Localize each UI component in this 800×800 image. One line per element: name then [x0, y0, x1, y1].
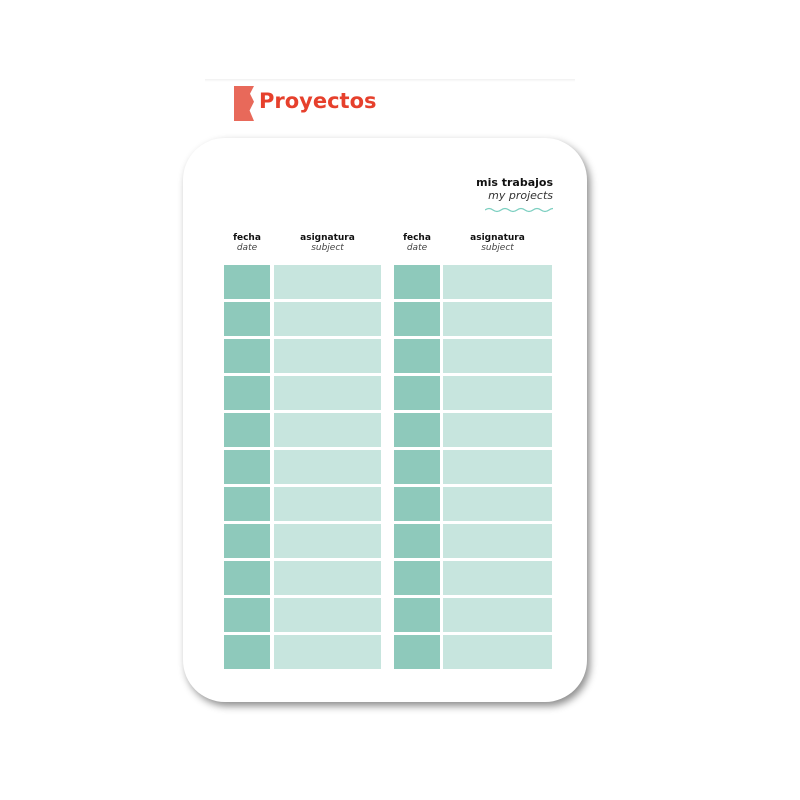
wave-decoration-icon	[485, 207, 553, 213]
date-cell[interactable]	[394, 265, 440, 299]
date-cell[interactable]	[394, 598, 440, 632]
subject-cell[interactable]	[274, 635, 381, 669]
header-label: asignatura	[300, 233, 355, 243]
subject-cell[interactable]	[443, 339, 552, 373]
subject-cell[interactable]	[274, 413, 381, 447]
date-cell[interactable]	[394, 635, 440, 669]
date-cell[interactable]	[224, 487, 270, 521]
subject-cell[interactable]	[274, 598, 381, 632]
subheading-text: my projects	[488, 189, 553, 202]
subject-cell[interactable]	[443, 598, 552, 632]
header-label: asignatura	[470, 233, 525, 243]
date-cell[interactable]	[224, 339, 270, 373]
subject-cell[interactable]	[443, 265, 552, 299]
header-sublabel: subject	[311, 243, 344, 253]
subject-cell[interactable]	[443, 487, 552, 521]
date-cell[interactable]	[224, 450, 270, 484]
subject-cell[interactable]	[274, 487, 381, 521]
header-sublabel: subject	[481, 243, 514, 253]
projects-card: mis trabajos my projects fecha date asign…	[183, 138, 587, 702]
date-cell[interactable]	[224, 376, 270, 410]
date-cell[interactable]	[394, 413, 440, 447]
header-label: fecha	[233, 233, 261, 243]
page-title: Proyectos	[259, 89, 377, 113]
header-date-left: fecha date	[224, 233, 270, 253]
date-cell[interactable]	[224, 524, 270, 558]
date-cell[interactable]	[394, 339, 440, 373]
date-cell[interactable]	[394, 302, 440, 336]
subject-cell[interactable]	[443, 413, 552, 447]
header-sublabel: date	[406, 243, 428, 253]
subject-cell[interactable]	[443, 450, 552, 484]
date-cell[interactable]	[394, 487, 440, 521]
date-cell[interactable]	[224, 265, 270, 299]
date-cell[interactable]	[224, 561, 270, 595]
subject-cell[interactable]	[274, 339, 381, 373]
date-cell[interactable]	[224, 302, 270, 336]
date-cell[interactable]	[394, 524, 440, 558]
subject-cell[interactable]	[443, 524, 552, 558]
date-cell[interactable]	[224, 598, 270, 632]
subject-cell[interactable]	[443, 302, 552, 336]
date-cell[interactable]	[394, 561, 440, 595]
header-subject-right: asignatura subject	[443, 233, 552, 253]
date-cell[interactable]	[394, 450, 440, 484]
card-heading: mis trabajos my projects	[476, 176, 553, 202]
subject-cell[interactable]	[443, 635, 552, 669]
date-cell[interactable]	[224, 413, 270, 447]
subject-cell[interactable]	[443, 376, 552, 410]
header-date-right: fecha date	[394, 233, 440, 253]
header-subject-left: asignatura subject	[274, 233, 381, 253]
date-cell[interactable]	[224, 635, 270, 669]
header-sublabel: date	[236, 243, 258, 253]
date-cell[interactable]	[394, 376, 440, 410]
header-label: fecha	[403, 233, 431, 243]
subject-cell[interactable]	[274, 450, 381, 484]
subject-cell[interactable]	[274, 561, 381, 595]
divider	[205, 79, 575, 82]
subject-cell[interactable]	[274, 302, 381, 336]
subject-cell[interactable]	[274, 265, 381, 299]
subject-cell[interactable]	[274, 376, 381, 410]
subject-cell[interactable]	[443, 561, 552, 595]
bookmark-logo-icon	[234, 86, 254, 121]
heading-text: mis trabajos	[476, 176, 553, 189]
subject-cell[interactable]	[274, 524, 381, 558]
